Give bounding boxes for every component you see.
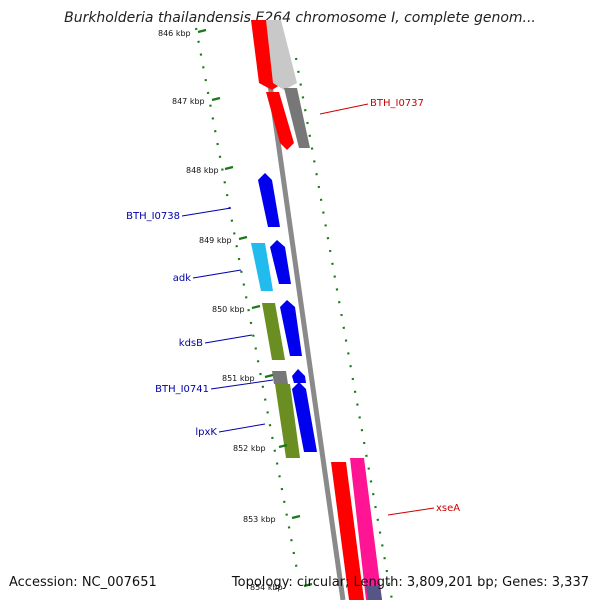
tick-mark bbox=[291, 514, 301, 520]
tick-label: 847 kbp bbox=[172, 97, 205, 106]
tick-mark bbox=[197, 28, 207, 34]
feature-blue-bth-i0738 bbox=[258, 173, 280, 227]
feature-olive-kdsb bbox=[262, 303, 285, 360]
tick-label: 850 kbp bbox=[212, 305, 245, 314]
label-leaders bbox=[181, 103, 435, 516]
feature-red-2 bbox=[266, 92, 294, 150]
tick-label: 854 kbp bbox=[250, 583, 283, 592]
track-dots bbox=[194, 27, 394, 600]
scale-ticks: 846 kbp 847 kbp 848 kbp 849 kbp 850 kbp 851 k… bbox=[158, 28, 313, 592]
feature-blue-2 bbox=[280, 300, 302, 356]
tick-label: 852 kbp bbox=[233, 444, 266, 453]
tick-mark bbox=[211, 96, 221, 102]
feature-olive-lpxk bbox=[275, 384, 300, 458]
label-leader-line bbox=[192, 269, 242, 279]
tick-label: 848 kbp bbox=[186, 166, 219, 175]
inner-dotted-track bbox=[194, 27, 299, 571]
accession-label: Accession: NC_007651 bbox=[9, 575, 157, 590]
label-leader-line bbox=[181, 207, 232, 217]
label-leader-line bbox=[218, 423, 266, 433]
feature-pink-1 bbox=[350, 458, 382, 600]
label-leader-line bbox=[204, 334, 253, 344]
tick-mark bbox=[303, 582, 313, 588]
feature-grey-1 bbox=[266, 20, 297, 90]
label-leader-line bbox=[319, 103, 369, 115]
tick-mark bbox=[264, 373, 274, 379]
map-title: Burkholderia thailandensis E264 chromoso… bbox=[64, 10, 536, 26]
feature-blue-4 bbox=[292, 382, 317, 452]
outer-dotted-track bbox=[294, 57, 394, 600]
feature-blue-3 bbox=[292, 369, 306, 383]
tick-mark bbox=[278, 443, 288, 449]
gene-label: BTH_I0738 bbox=[126, 211, 180, 222]
feature-red-xsea bbox=[331, 462, 364, 600]
label-leader-line bbox=[387, 507, 435, 516]
label-leader-line bbox=[210, 379, 274, 390]
tick-label: 851 kbp bbox=[222, 374, 255, 383]
tick-label: 846 kbp bbox=[158, 29, 191, 38]
gene-label: xseA bbox=[436, 503, 460, 514]
gene-label: BTH_I0737 bbox=[370, 98, 424, 109]
tick-mark bbox=[251, 304, 261, 310]
gene-features bbox=[251, 20, 382, 600]
feature-slate-1 bbox=[366, 586, 382, 600]
tick-label: 853 kbp bbox=[243, 515, 276, 524]
topology-label: Topology: circular; Length: 3,809,201 bp… bbox=[231, 575, 589, 590]
gene-label: kdsB bbox=[179, 338, 203, 349]
gene-label: adk bbox=[173, 273, 191, 284]
feature-blue-1 bbox=[270, 240, 291, 284]
feature-cyan-adk bbox=[251, 243, 273, 291]
tick-mark bbox=[224, 165, 234, 171]
feature-grey-2 bbox=[284, 88, 310, 148]
gene-label: lpxK bbox=[195, 427, 217, 438]
tick-mark bbox=[238, 235, 248, 241]
feature-grey-3 bbox=[272, 371, 288, 384]
tick-label: 849 kbp bbox=[199, 236, 232, 245]
gene-label: BTH_I0741 bbox=[155, 384, 209, 395]
